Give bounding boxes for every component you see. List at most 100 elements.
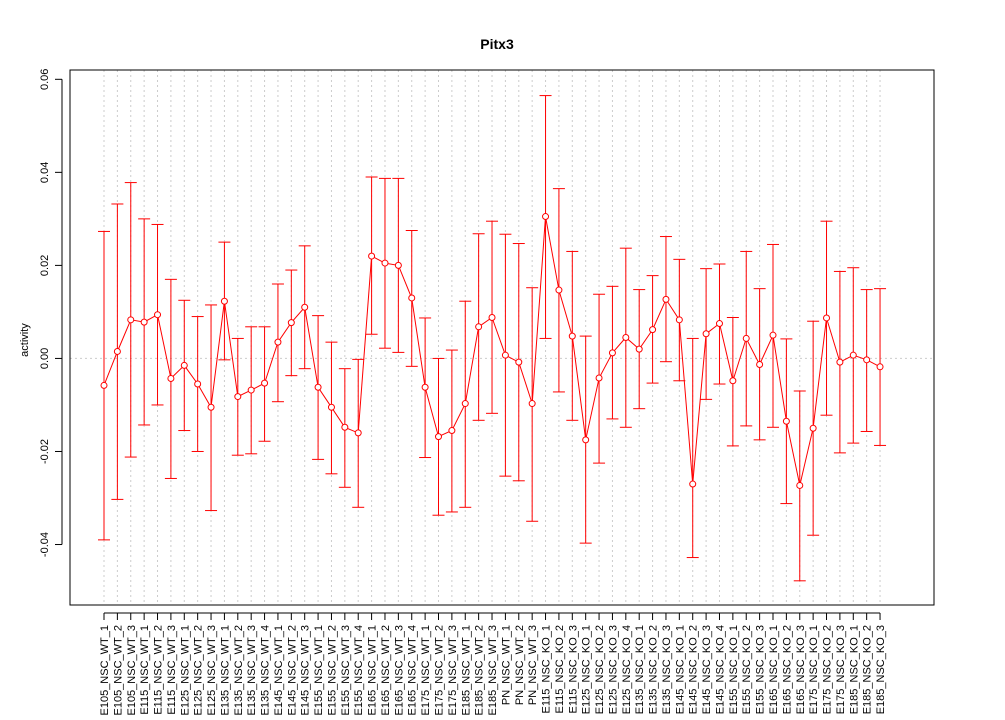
data-point [635, 345, 643, 353]
data-point [769, 331, 777, 339]
data-point [247, 386, 255, 394]
x-tick-label: E125_NSC_KO_4 [621, 625, 633, 714]
x-tick-label: E165_NSC_WT_3 [393, 625, 405, 716]
x-tick-label: E165_NSC_KO_3 [795, 625, 807, 714]
y-tick-label: -0.02 [39, 439, 51, 464]
x-tick-label: E175_NSC_KO_1 [808, 625, 820, 714]
x-tick-label: E145_NSC_KO_3 [701, 625, 713, 714]
data-point [863, 356, 871, 364]
x-tick-label: E165_NSC_WT_4 [407, 625, 419, 716]
data-point [368, 252, 376, 260]
x-tick-label: E125_NSC_WT_3 [206, 625, 218, 716]
data-point [261, 379, 269, 387]
x-tick-label: E125_NSC_KO_3 [607, 625, 619, 714]
x-tick-label: E115_NSC_KO_1 [541, 625, 553, 713]
data-point [675, 316, 683, 324]
x-tick-label: E175_NSC_KO_3 [835, 625, 847, 714]
data-point [729, 377, 737, 385]
x-tick-label: E125_NSC_WT_2 [193, 625, 205, 716]
x-tick-label: E155_NSC_WT_1 [313, 625, 325, 716]
x-tick-label: E175_NSC_WT_3 [447, 625, 459, 716]
data-point [796, 481, 804, 489]
x-tick-label: E185_NSC_KO_1 [848, 625, 860, 714]
x-tick-label: E165_NSC_WT_1 [367, 625, 379, 716]
x-tick-label: E155_NSC_WT_4 [353, 625, 365, 716]
data-point [823, 314, 831, 322]
x-tick-label: PN_NSC_WT_1 [500, 625, 512, 705]
data-point [354, 429, 362, 437]
data-point [876, 363, 884, 371]
error-bar [686, 337, 699, 559]
x-tick-label: E135_NSC_WT_1 [219, 625, 231, 716]
data-point [435, 433, 442, 441]
x-tick-label: E155_NSC_KO_2 [741, 625, 753, 714]
y-tick-label: 0.04 [39, 162, 51, 183]
data-point [394, 261, 402, 269]
data-point [140, 318, 148, 326]
x-tick-label: E145_NSC_WT_3 [300, 625, 312, 716]
data-point [234, 393, 242, 401]
data-point [595, 374, 603, 382]
data-point [167, 374, 175, 382]
x-tick-label: E145_NSC_KO_4 [714, 625, 726, 714]
data-point [649, 326, 657, 334]
x-tick-label: E125_NSC_KO_1 [581, 625, 593, 714]
x-tick-label: E145_NSC_KO_1 [674, 625, 686, 714]
data-point [528, 400, 536, 408]
x-tick-label: E115_NSC_WT_2 [153, 625, 165, 715]
x-tick-label: E115_NSC_WT_3 [166, 625, 178, 715]
data-point [341, 423, 349, 431]
y-tick-label: 0.02 [39, 255, 51, 276]
x-tick-label: E155_NSC_KO_3 [755, 625, 767, 714]
data-point [849, 351, 857, 359]
data-point [421, 383, 429, 391]
data-point [608, 349, 616, 357]
data-point [100, 381, 108, 389]
x-tick-label: E145_NSC_WT_1 [273, 625, 285, 716]
data-point [501, 351, 509, 359]
data-point [127, 316, 135, 324]
x-tick-label: E125_NSC_WT_1 [179, 625, 191, 716]
x-tick-label: E135_NSC_WT_3 [246, 625, 258, 716]
x-tick-label: E125_NSC_KO_2 [594, 625, 606, 714]
x-tick-label: E135_NSC_KO_3 [661, 625, 673, 714]
data-point [582, 436, 590, 444]
x-tick-label: E105_NSC_WT_2 [112, 625, 124, 716]
y-axis: -0.04 -0.02 0.00 0.02 0.04 0.06 [39, 69, 63, 557]
data-point [461, 400, 469, 408]
x-tick-label: E185_NSC_KO_2 [862, 625, 874, 714]
x-tick-label: E175_NSC_WT_2 [434, 625, 446, 716]
x-tick-label: E135_NSC_WT_2 [233, 625, 245, 716]
data-point [689, 480, 697, 488]
data-point [475, 323, 483, 331]
x-tick-label: E165_NSC_WT_2 [380, 625, 392, 716]
x-tick-label: E185_NSC_WT_3 [487, 625, 499, 716]
data-point [448, 427, 456, 435]
data-point [194, 380, 202, 388]
x-tick-label: PN_NSC_WT_3 [527, 625, 539, 705]
y-tick-label: 0.00 [39, 348, 51, 369]
x-tick-label: E115_NSC_KO_2 [554, 625, 566, 713]
data-point [327, 403, 335, 411]
x-tick-label: E175_NSC_KO_2 [822, 625, 834, 714]
plot-frame [69, 69, 935, 606]
x-axis: E105_NSC_WT_1 E105_NSC_WT_2 E105_NSC_WT_3 E… [99, 612, 887, 716]
x-tick-label: E185_NSC_KO_3 [875, 625, 887, 714]
data-point [555, 286, 563, 294]
x-tick-label: E155_NSC_WT_3 [340, 625, 352, 716]
x-tick-label: E135_NSC_WT_4 [260, 625, 272, 716]
y-tick-label: -0.04 [39, 532, 51, 557]
x-tick-label: E105_NSC_WT_1 [99, 625, 111, 716]
data-point [715, 320, 723, 328]
x-tick-label: E115_NSC_KO_3 [567, 625, 579, 713]
data-point [756, 360, 764, 368]
data-point [742, 334, 750, 342]
data-point [568, 332, 576, 340]
x-tick-label: E105_NSC_WT_3 [126, 625, 138, 716]
data-point [836, 358, 844, 366]
data-point [488, 313, 496, 321]
data-point [287, 319, 295, 327]
x-tick-label: E135_NSC_KO_2 [648, 625, 660, 714]
data-point [274, 338, 282, 346]
data-point [662, 295, 670, 303]
